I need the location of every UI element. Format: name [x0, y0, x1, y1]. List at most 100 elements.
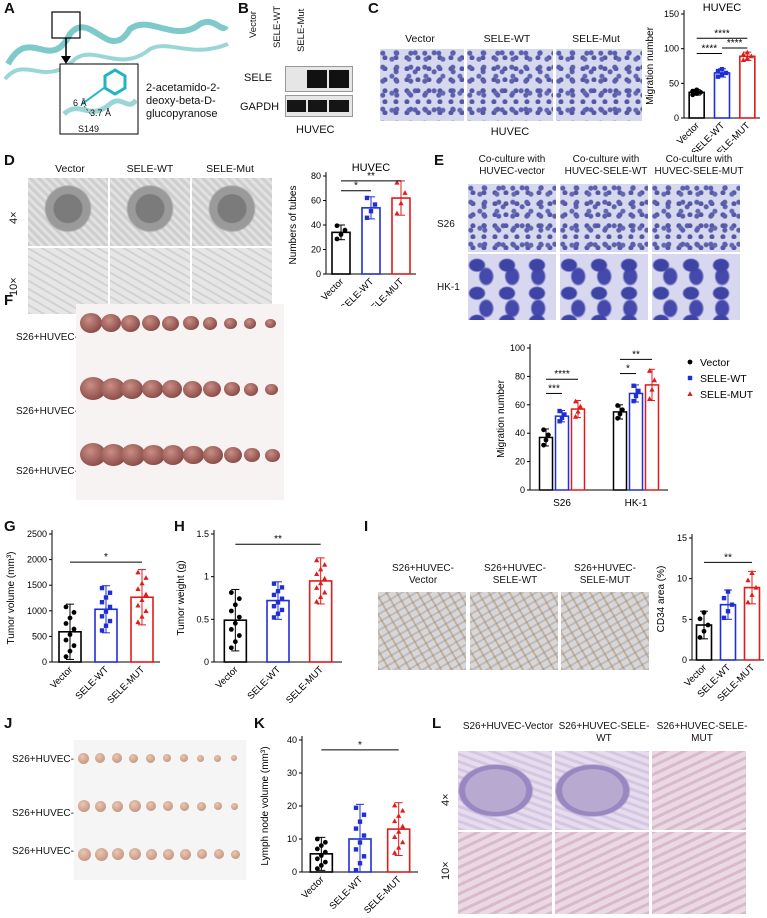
column-label: Co-culture with HUVEC-SELE-WT [564, 154, 648, 177]
significance-label: ** [274, 534, 282, 545]
legend-label: SELE-MUT [700, 389, 754, 401]
tumor [80, 313, 102, 333]
lymph-node [129, 848, 141, 860]
data-point [228, 645, 234, 651]
chart-tumor-weight: 0 0.5 1 1.5 Tumor weight (g) Vector SELE-WT SEL… [176, 529, 342, 706]
tumor [203, 317, 217, 330]
data-point [394, 210, 400, 216]
data-point [232, 602, 238, 608]
tumor [121, 314, 140, 332]
data-point [135, 586, 141, 591]
data-point [318, 566, 324, 572]
lymph-node [146, 801, 156, 811]
tube-image [110, 248, 190, 314]
data-point [400, 823, 406, 829]
lymph-node [112, 800, 123, 812]
data-point [541, 427, 546, 433]
y-tick-label: 500 [32, 631, 47, 641]
data-point [67, 615, 73, 621]
data-point [135, 569, 141, 575]
bar [612, 411, 628, 491]
significance-label: **** [554, 369, 570, 380]
coculture-image [652, 184, 740, 252]
data-point [392, 818, 398, 824]
panel-label-l: L [432, 715, 442, 732]
data-point [353, 826, 359, 831]
data-point [318, 863, 324, 868]
lymph-node [197, 754, 204, 762]
data-point [559, 415, 565, 421]
lymph-node [95, 753, 105, 763]
data-point [236, 614, 242, 620]
panel-label-g: G [4, 518, 16, 535]
data-point [107, 590, 113, 595]
significance-label: * [358, 740, 362, 751]
y-tick-label: 2500 [27, 529, 47, 539]
significance-label: ** [367, 171, 375, 182]
data-point [353, 867, 359, 873]
lymph-node-photo [74, 740, 246, 880]
data-point [334, 236, 340, 242]
lymph-node [95, 800, 106, 812]
ihc-image [378, 592, 466, 670]
data-point [314, 571, 320, 577]
panel-label-h: H [174, 518, 185, 535]
tumor [264, 383, 278, 396]
tumor [162, 445, 184, 465]
data-point [541, 442, 546, 448]
data-point [715, 74, 721, 79]
data-point [392, 802, 398, 808]
y-axis-label: Lymph node volume (mm³) [260, 746, 271, 865]
data-point [71, 626, 77, 632]
y-tick-label: 0 [520, 485, 525, 495]
row-label: 10× [8, 277, 20, 296]
y-tick-label: 5 [682, 614, 687, 624]
data-point [701, 610, 707, 615]
tumor [80, 443, 106, 467]
tumor [244, 383, 258, 396]
panel-label-f: F [4, 292, 14, 309]
data-point [687, 375, 693, 381]
x-tick-label: SELE-MUT [362, 874, 404, 916]
panel-label-j: J [4, 715, 13, 732]
y-tick-label: 0 [292, 867, 297, 877]
data-point [334, 223, 340, 229]
he-image [458, 751, 552, 830]
data-point [143, 591, 149, 597]
data-point [701, 628, 707, 634]
y-tick-label: 10 [287, 834, 297, 844]
data-point [694, 87, 700, 93]
data-point [103, 595, 109, 600]
lymph-node [146, 848, 157, 860]
data-point [748, 53, 754, 59]
data-point [543, 437, 549, 443]
data-point [636, 388, 641, 394]
data-point [651, 377, 657, 383]
data-point [314, 598, 320, 604]
y-tick-label: 80 [311, 171, 321, 181]
data-point [577, 403, 583, 409]
data-point [99, 628, 105, 633]
ihc-image [470, 592, 558, 670]
data-point [103, 609, 109, 614]
data-point [135, 619, 141, 625]
panel-label-a: A [4, 0, 15, 17]
y-tick-label: 1.5 [196, 529, 209, 539]
lymph-node [180, 848, 191, 860]
y-tick-label: 60 [311, 196, 321, 206]
y-axis-label: Migration number [496, 379, 507, 457]
data-point [615, 415, 620, 421]
x-tick-label: SELE-WT [338, 276, 376, 306]
bar [554, 415, 570, 491]
legend-label: Vector [700, 357, 730, 369]
data-point [271, 592, 277, 598]
lymph-node [180, 801, 189, 811]
data-point [697, 616, 703, 622]
y-axis-label: CD34 area (%) [656, 566, 667, 633]
data-point [139, 597, 145, 602]
tube-image [192, 178, 272, 246]
column-label: SELE-WT [483, 33, 531, 45]
tumor [244, 318, 256, 329]
data-point [314, 557, 320, 563]
